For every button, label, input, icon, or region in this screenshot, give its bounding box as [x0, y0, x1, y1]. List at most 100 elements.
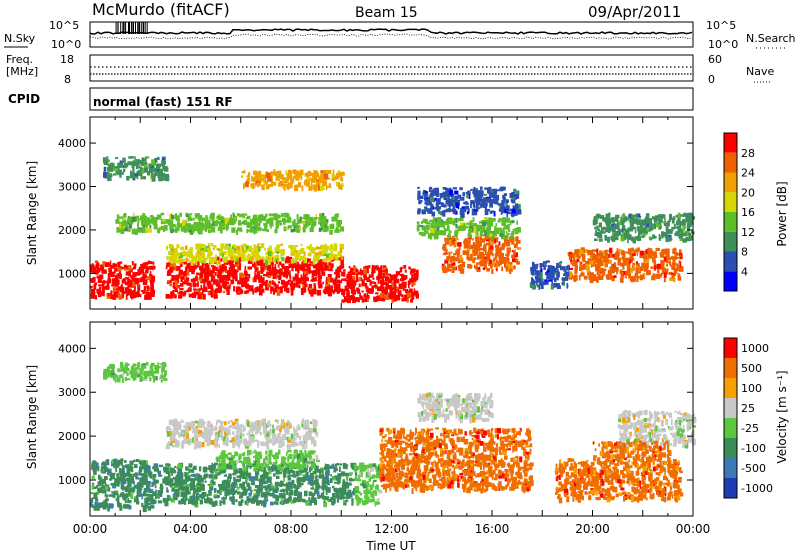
data-cell — [516, 220, 518, 225]
data-cell — [115, 279, 120, 285]
data-cell — [278, 170, 282, 176]
data-cell — [488, 229, 491, 234]
data-cell — [326, 225, 329, 232]
data-cell — [512, 266, 516, 269]
data-cell — [255, 171, 259, 178]
data-cell — [151, 168, 156, 172]
data-cell — [313, 178, 315, 182]
data-cell — [547, 265, 552, 271]
data-cell — [128, 221, 132, 224]
data-cell — [540, 268, 543, 272]
data-cell — [566, 285, 569, 288]
data-cell — [172, 285, 176, 288]
data-cell — [229, 496, 232, 501]
data-cell — [107, 470, 112, 474]
data-cell — [446, 190, 449, 195]
data-cell — [448, 252, 451, 257]
data-cell — [283, 185, 286, 191]
data-cell — [625, 270, 630, 276]
data-cell — [204, 228, 208, 232]
data-cell — [440, 230, 444, 235]
data-cell — [162, 157, 165, 162]
data-cell — [633, 250, 637, 256]
data-cell — [468, 229, 471, 233]
data-cell — [228, 260, 231, 264]
data-cell — [133, 498, 138, 503]
data-cell — [612, 227, 616, 233]
data-cell — [197, 253, 200, 259]
data-cell — [270, 183, 274, 187]
data-cell — [595, 215, 599, 219]
data-cell — [131, 487, 136, 492]
data-cell — [444, 260, 449, 264]
data-cell — [150, 290, 152, 294]
data-cell — [610, 252, 612, 258]
data-cell — [350, 478, 355, 482]
data-cell — [186, 227, 190, 231]
data-cell — [150, 291, 155, 297]
data-cell — [196, 272, 200, 276]
data-cell — [305, 276, 309, 279]
data-cell — [588, 274, 591, 278]
data-cell — [279, 464, 283, 468]
data-cell — [319, 265, 323, 270]
data-region — [115, 212, 344, 236]
data-cell — [261, 228, 265, 231]
data-cell — [132, 212, 135, 217]
data-cell — [248, 492, 252, 496]
data-cell — [499, 232, 504, 237]
data-cell — [594, 226, 599, 230]
data-cell — [447, 193, 450, 199]
data-cell — [285, 257, 289, 261]
data-cell — [628, 217, 631, 223]
data-cell — [419, 195, 424, 200]
data-cell — [437, 222, 441, 228]
data-cell — [436, 198, 441, 202]
data-cell — [205, 249, 208, 252]
data-cell — [325, 253, 330, 258]
data-cell — [389, 274, 393, 280]
data-cell — [110, 172, 113, 176]
data-cell — [451, 268, 455, 273]
data-cell — [580, 272, 585, 277]
data-cell — [391, 298, 394, 304]
data-region — [240, 169, 345, 192]
data-cell — [295, 184, 298, 191]
data-cell — [490, 241, 494, 247]
data-cell — [139, 465, 143, 470]
data-cell — [408, 266, 411, 270]
data-cell — [444, 237, 446, 242]
data-cell — [660, 263, 665, 268]
data-cell — [253, 249, 256, 255]
nsearch-label: N.Search — [746, 32, 796, 45]
data-cell — [123, 264, 127, 268]
data-cell — [172, 282, 175, 288]
data-cell — [434, 234, 438, 240]
data-cell — [90, 293, 96, 299]
data-cell — [642, 233, 647, 236]
data-cell — [304, 467, 307, 472]
data-cell — [276, 290, 281, 296]
data-cell — [107, 273, 111, 277]
data-cell — [168, 219, 174, 226]
data-cell — [116, 214, 120, 219]
data-cell — [430, 233, 432, 240]
data-cell — [514, 227, 519, 232]
data-cell — [218, 273, 221, 277]
data-cell — [112, 473, 115, 480]
data-cell — [212, 273, 215, 277]
data-cell — [235, 290, 239, 293]
data-cell — [133, 464, 138, 468]
data-cell — [251, 251, 254, 254]
data-cell — [666, 253, 670, 258]
data-cell — [332, 256, 337, 261]
data-cell — [548, 279, 553, 282]
data-cell — [629, 234, 632, 241]
data-cell — [335, 269, 340, 273]
data-cell — [145, 227, 149, 234]
data-cell — [141, 502, 144, 508]
data-cell — [501, 257, 506, 264]
data-cell — [641, 264, 645, 269]
data-cell — [195, 489, 200, 493]
data-cell — [463, 226, 466, 231]
